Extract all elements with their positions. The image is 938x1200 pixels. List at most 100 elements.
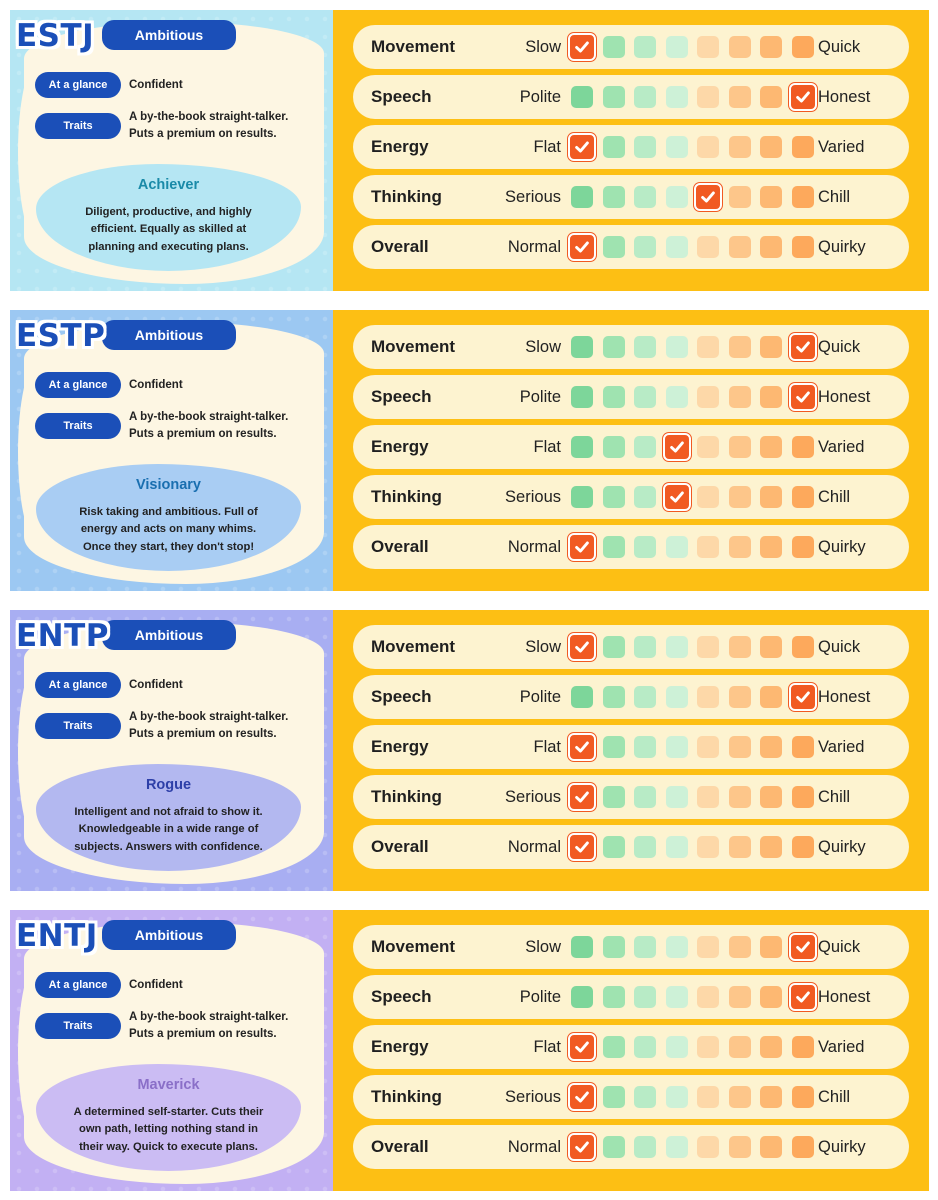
scale-cell bbox=[728, 1086, 751, 1108]
scale-cell bbox=[602, 636, 625, 658]
archetype-description: Diligent, productive, and highly efficie… bbox=[36, 204, 301, 256]
scale-cell bbox=[634, 1136, 656, 1158]
description-line: Once they start, they don't stop! bbox=[82, 540, 255, 553]
trait-scales-panel: Movement Slow Quick Speech Polite Honest Energ… bbox=[333, 10, 929, 291]
traits-value: A by-the-book straight-talker. Puts a pr… bbox=[129, 109, 314, 142]
personality-card: ENTJ Ambitious At a glance Confident Tra… bbox=[10, 910, 929, 1191]
scale-cell bbox=[728, 686, 751, 708]
scale-cell bbox=[697, 536, 719, 558]
trait-row-thinking: Thinking Serious Chill bbox=[353, 1075, 909, 1119]
scale-cell bbox=[665, 836, 688, 858]
scale-cell bbox=[665, 1086, 688, 1108]
selected-check-icon bbox=[568, 1133, 596, 1161]
type-code: ESTJ bbox=[16, 18, 95, 54]
type-code: ESTP bbox=[16, 318, 106, 354]
scale-cell bbox=[602, 36, 625, 58]
scale-max-label: Honest bbox=[818, 987, 871, 1006]
description-line: Risk taking and ambitious. Full of bbox=[79, 506, 258, 518]
scale-cell bbox=[602, 836, 625, 858]
type-code: ENTP bbox=[16, 618, 109, 654]
scale-max-label: Quirky bbox=[818, 1137, 866, 1156]
scale-cell bbox=[602, 386, 625, 408]
archetype-title: Achiever bbox=[137, 177, 200, 193]
selected-check-icon bbox=[788, 983, 817, 1011]
scale-cell bbox=[728, 436, 751, 458]
trait-label: Thinking bbox=[371, 187, 442, 206]
type-tag: Ambitious bbox=[102, 20, 236, 50]
scale-cell bbox=[760, 636, 782, 658]
trait-scales-panel: Movement Slow Quick Speech Polite Honest Energ… bbox=[333, 910, 929, 1191]
trait-row-energy: Energy Flat Varied bbox=[353, 125, 909, 169]
selected-check-icon bbox=[568, 633, 596, 661]
trait-scale bbox=[568, 1033, 814, 1061]
scale-cell bbox=[634, 836, 656, 858]
scale-cell bbox=[697, 836, 719, 858]
trait-scale bbox=[568, 33, 814, 61]
trait-row-movement: Movement Slow Quick bbox=[353, 625, 909, 669]
scale-cell bbox=[571, 86, 593, 108]
scale-cell bbox=[634, 236, 656, 258]
scale-cell bbox=[665, 1036, 688, 1058]
scale-cell bbox=[697, 1086, 719, 1108]
scale-min-label: Slow bbox=[525, 37, 561, 56]
trait-label: Overall bbox=[371, 537, 429, 556]
scale-cell bbox=[728, 386, 751, 408]
trait-row-speech: Speech Polite Honest bbox=[353, 975, 909, 1019]
scale-max-label: Quirky bbox=[818, 837, 866, 856]
trait-scale bbox=[571, 683, 817, 711]
at-a-glance-pill: At a glance bbox=[35, 972, 121, 998]
traits-line: A by-the-book straight-talker. bbox=[129, 711, 289, 723]
scale-cell bbox=[791, 836, 814, 858]
scale-cell bbox=[602, 486, 625, 508]
scale-cell bbox=[697, 386, 719, 408]
scale-max-label: Honest bbox=[818, 687, 871, 706]
scale-cell bbox=[602, 186, 625, 208]
scale-cell bbox=[602, 236, 625, 258]
trait-scale bbox=[568, 1133, 814, 1161]
trait-scale bbox=[571, 83, 817, 111]
scale-cell bbox=[571, 436, 593, 458]
scale-cell bbox=[791, 36, 814, 58]
scale-min-label: Normal bbox=[507, 237, 561, 256]
archetype-box: Maverick A determined self-starter. Cuts… bbox=[36, 1064, 301, 1171]
trait-row-movement: Movement Slow Quick bbox=[353, 325, 909, 369]
scale-min-label: Flat bbox=[533, 437, 561, 456]
trait-row-energy: Energy Flat Varied bbox=[353, 725, 909, 769]
scale-cell bbox=[697, 1036, 719, 1058]
scale-cell bbox=[791, 1036, 814, 1058]
scale-cell bbox=[602, 86, 625, 108]
scale-cell bbox=[697, 986, 719, 1008]
scale-cell bbox=[760, 436, 782, 458]
description-line: Diligent, productive, and highly bbox=[85, 206, 252, 218]
scale-cell bbox=[634, 686, 656, 708]
trait-row-energy: Energy Flat Varied bbox=[353, 425, 909, 469]
selected-check-icon bbox=[568, 733, 596, 761]
trait-label: Overall bbox=[371, 1137, 429, 1156]
scale-cell bbox=[602, 336, 625, 358]
scale-cell bbox=[791, 436, 814, 458]
card-summary-panel: ENTP Ambitious At a glance Confident Tra… bbox=[10, 610, 333, 891]
scale-cell bbox=[760, 986, 782, 1008]
selected-check-icon bbox=[788, 333, 817, 361]
trait-scale bbox=[568, 633, 814, 661]
scale-cell bbox=[760, 936, 782, 958]
description-line: their way. Quick to execute plans. bbox=[79, 1140, 258, 1153]
at-a-glance-value: Confident bbox=[129, 979, 183, 991]
trait-label: Energy bbox=[371, 137, 429, 156]
trait-label: Energy bbox=[371, 437, 429, 456]
scale-cell bbox=[602, 136, 625, 158]
traits-pill: Traits bbox=[35, 113, 121, 139]
archetype-title: Rogue bbox=[145, 777, 192, 793]
scale-cell bbox=[728, 836, 751, 858]
scale-cell bbox=[665, 986, 688, 1008]
scale-cell bbox=[760, 1036, 782, 1058]
description-line: planning and executing plans. bbox=[88, 240, 249, 253]
selected-check-icon bbox=[788, 683, 817, 711]
trait-scale bbox=[568, 1083, 814, 1111]
scale-cell bbox=[634, 1086, 656, 1108]
scale-cell bbox=[791, 636, 814, 658]
trait-row-speech: Speech Polite Honest bbox=[353, 675, 909, 719]
trait-scale bbox=[571, 933, 817, 961]
scale-cell bbox=[728, 486, 751, 508]
type-tag: Ambitious bbox=[102, 920, 236, 950]
